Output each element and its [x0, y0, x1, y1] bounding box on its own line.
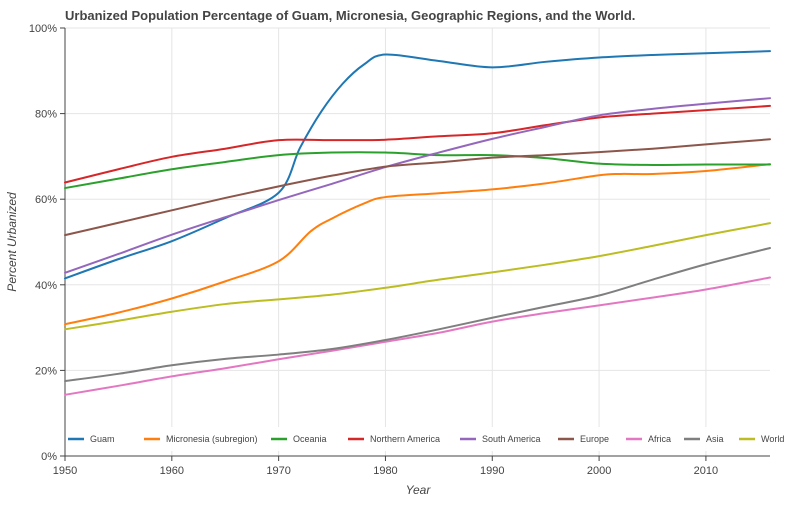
- legend-label-asia: Asia: [706, 434, 724, 444]
- x-tick-label: 1960: [160, 465, 184, 477]
- x-tick-label: 1970: [266, 465, 290, 477]
- legend-label-oceania: Oceania: [293, 434, 327, 444]
- x-tick-label: 2000: [587, 465, 611, 477]
- y-tick-label: 0%: [41, 451, 57, 463]
- x-axis-label: Year: [406, 483, 432, 497]
- chart-title: Urbanized Population Percentage of Guam,…: [65, 8, 635, 23]
- legend-label-guam: Guam: [90, 434, 115, 444]
- y-tick-label: 60%: [35, 194, 57, 206]
- legend-label-europe: Europe: [580, 434, 609, 444]
- legend: Guam Micronesia (subregion) Oceania Norther…: [66, 427, 784, 451]
- y-tick-label: 20%: [35, 365, 57, 377]
- legend-label-micronesia-subregion: Micronesia (subregion): [166, 434, 258, 444]
- series-line-asia: [64, 246, 771, 383]
- legend-label-africa: Africa: [648, 434, 671, 444]
- y-tick-label: 100%: [29, 23, 57, 35]
- series-line-northern-america: [64, 104, 771, 184]
- legend-label-world: World: [761, 434, 784, 444]
- series-line-europe: [64, 138, 771, 237]
- x-tick-label: 2010: [694, 465, 718, 477]
- plot-area: [65, 28, 770, 456]
- series-line-south-america: [64, 97, 771, 274]
- x-tick-label: 1980: [373, 465, 397, 477]
- series-line-oceania: [64, 151, 771, 190]
- series-line-world: [64, 222, 771, 331]
- series-line-micronesia-subregion: [64, 163, 771, 326]
- x-axis: 1950 1960 1970 1980 1990 2000 2010: [53, 455, 770, 477]
- legend-background: [66, 427, 769, 451]
- y-axis: 0% 20% 40% 60% 80% 100%: [29, 23, 66, 463]
- legend-label-northern-america: Northern America: [370, 434, 440, 444]
- legend-label-south-america: South America: [482, 434, 541, 444]
- series-line-africa: [64, 276, 771, 396]
- y-tick-label: 80%: [35, 109, 57, 121]
- y-axis-label: Percent Urbanized: [5, 192, 19, 292]
- x-tick-label: 1990: [480, 465, 504, 477]
- x-tick-label: 1950: [53, 465, 77, 477]
- plot-background: [65, 28, 770, 456]
- series-line-guam: [64, 50, 771, 280]
- series-lines: [64, 50, 771, 396]
- y-tick-label: 40%: [35, 280, 57, 292]
